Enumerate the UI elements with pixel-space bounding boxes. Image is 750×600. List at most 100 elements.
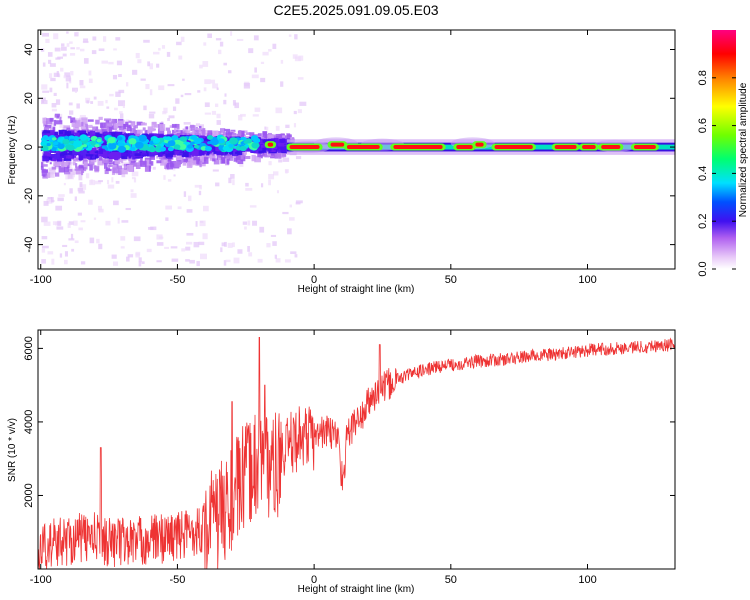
spectrogram-cell <box>77 187 84 192</box>
spectrogram-cell <box>145 130 148 134</box>
spectrogram-cell <box>267 147 272 152</box>
spectrogram-cell <box>186 209 193 213</box>
spectrogram-cell <box>91 50 97 55</box>
spectrogram-cell <box>175 136 182 140</box>
spectrogram-cell <box>79 182 83 187</box>
spectrogram-cell <box>275 258 281 263</box>
spectrogram-cell <box>167 118 170 122</box>
chart-title: C2E5.2025.091.09.05.E03 <box>273 2 438 18</box>
spectrogram-cell <box>58 131 64 135</box>
spectrogram-cell <box>187 158 193 162</box>
spectrogram-cell <box>206 135 214 140</box>
spectrogram-cell <box>40 141 47 147</box>
spectrogram-cell <box>193 241 200 248</box>
spectrogram-cell <box>173 144 181 150</box>
spectrogram-cell <box>120 150 127 157</box>
spectrogram-cell <box>231 148 237 152</box>
spectrogram-cell <box>59 253 63 258</box>
spectrogram-cell <box>176 133 183 138</box>
spectrogram-cell <box>209 155 216 161</box>
spectrogram-cell <box>67 223 71 228</box>
spectrogram-cell <box>80 167 83 170</box>
spectrogram-cell <box>175 98 180 104</box>
spectrogram-cell <box>59 116 62 123</box>
spectrogram-cell <box>90 140 96 145</box>
spectrogram-peak <box>267 142 274 147</box>
spectrogram-cell <box>179 148 183 152</box>
spectrogram-cell <box>121 153 128 160</box>
spectrogram-cell <box>89 130 96 137</box>
spectrogram-cell <box>181 248 186 252</box>
spectrogram-peak <box>494 145 533 150</box>
spectrogram-cell <box>216 87 219 91</box>
spectrogram-cell <box>67 168 73 172</box>
spectrogram-cell <box>237 249 243 254</box>
spectrogram-cell <box>295 200 303 204</box>
spectrogram-cell <box>158 85 165 91</box>
spectrogram-cell <box>116 60 122 66</box>
spectrogram-cell <box>170 154 177 157</box>
spectrogram-cell <box>234 102 240 109</box>
spectrogram-cell <box>234 133 242 138</box>
spectrogram-cell <box>207 130 213 137</box>
spectrogram-cell <box>167 84 175 87</box>
spectrogram-cell <box>215 182 220 187</box>
spectrogram-cell <box>151 155 155 158</box>
spectrogram-cell <box>183 191 187 197</box>
spectrogram-cell <box>128 164 133 172</box>
spectrogram-cell <box>41 169 48 173</box>
snr-ytick-label: 4000 <box>23 410 35 434</box>
spectrogram-cell <box>200 155 204 163</box>
spectrogram-cell <box>48 73 53 79</box>
spectrogram-cell <box>138 257 142 263</box>
spectrogram-cell <box>101 145 107 149</box>
spectrogram-cell <box>141 261 145 264</box>
snr-frame <box>37 329 676 570</box>
spectrogram-cell <box>86 150 90 156</box>
spectrogram-cell <box>79 130 87 134</box>
spectrogram-cell <box>66 31 69 34</box>
spectrogram-cell <box>108 142 117 150</box>
spectrogram-cell <box>190 125 196 131</box>
spectrogram-cell <box>174 127 177 132</box>
spectrogram-cell <box>218 153 221 158</box>
spectrogram-cell <box>123 124 127 130</box>
spectrogram-cell <box>238 130 242 136</box>
spectrogram-cell <box>53 160 61 167</box>
spectrogram-cell <box>225 259 231 263</box>
spectrogram-cell <box>40 48 45 52</box>
spectrogram-cell <box>91 147 97 152</box>
spectrogram-cell <box>126 164 130 172</box>
spectrogram-cell <box>104 162 108 169</box>
spectrogram-cell <box>56 155 63 162</box>
spectrogram-cell <box>64 131 70 135</box>
spectrogram-cell <box>212 158 216 162</box>
spectrogram-cell <box>56 153 60 158</box>
spectrogram-cell <box>105 99 108 104</box>
spectrogram-cell <box>80 261 86 265</box>
spectrogram-peak <box>330 142 345 147</box>
spectrogram-cell <box>239 152 244 160</box>
spectrogram-cell <box>68 148 73 155</box>
spectrogram-cell <box>108 126 113 132</box>
colorbar-tick-label: 0.6 <box>697 118 709 133</box>
spectrogram-cell <box>42 130 51 134</box>
spectrogram-cell <box>292 54 298 59</box>
spectrogram-cell <box>204 112 211 115</box>
spectrogram-cell <box>107 120 115 124</box>
spectrogram-cell <box>41 84 48 90</box>
spectrogram-cell <box>115 131 123 138</box>
spectrogram-cell <box>252 114 259 117</box>
spectrogram-cell <box>216 120 221 125</box>
spectrogram-cell <box>197 90 201 93</box>
spectrogram-cell <box>202 140 208 145</box>
spectrogram-cell <box>287 228 292 235</box>
spectrogram-cell <box>78 227 83 231</box>
spectrogram-cell <box>97 158 104 166</box>
spectrogram-cell <box>182 161 187 166</box>
spectrogram-cell <box>163 136 169 140</box>
spectrogram-cell <box>267 153 271 157</box>
spectrogram-cell <box>226 158 230 165</box>
spectrogram-cell <box>165 127 170 131</box>
spectrogram-cell <box>184 130 191 136</box>
